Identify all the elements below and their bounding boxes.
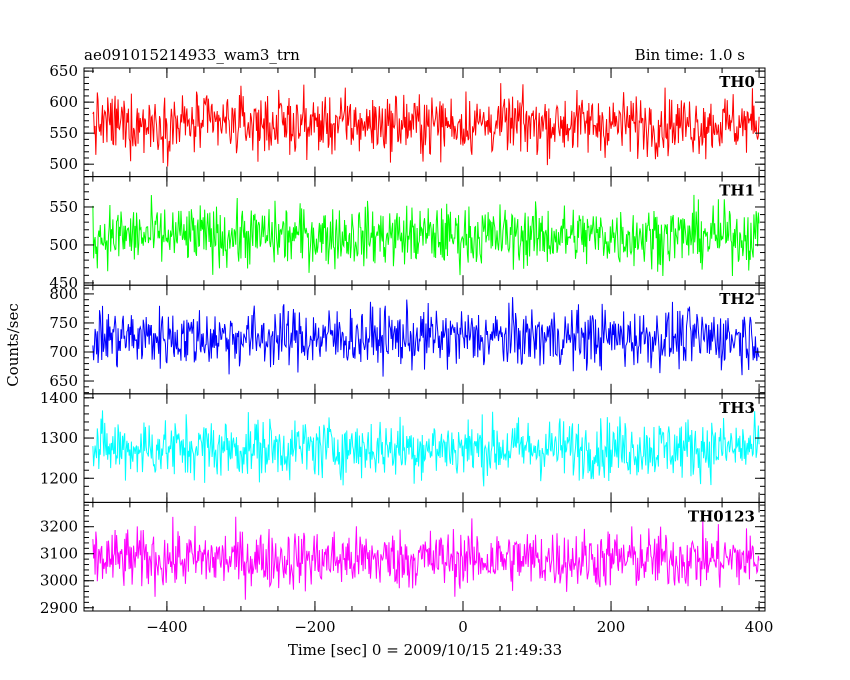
y-tick-label-th0123: 3000 — [40, 572, 78, 590]
series-line-th3 — [92, 410, 760, 487]
panel-label-th1: TH1 — [719, 182, 755, 200]
y-tick-label-th0123: 2900 — [40, 599, 78, 617]
panel-th2: 650 700 750 800 TH2 — [49, 284, 766, 395]
y-tick-label-th0123: 3100 — [40, 545, 78, 563]
x-tick-label: 400 — [745, 618, 774, 636]
panels-group: 500 550 600 650 TH0 450 500 550 TH1 650 700 750 800 T… — [40, 62, 774, 636]
y-axis-label: Counts/sec — [4, 303, 22, 387]
panel-th1: 450 500 550 TH1 — [49, 176, 766, 292]
panel-label-th0: TH0 — [719, 73, 755, 91]
y-tick-label-th2: 700 — [49, 343, 78, 361]
panel-label-th0123: TH0123 — [688, 507, 755, 525]
x-tick-label: −400 — [146, 618, 187, 636]
x-tick-label: 200 — [597, 618, 626, 636]
panel-label-th3: TH3 — [719, 399, 755, 417]
y-tick-label-th0: 650 — [49, 62, 78, 80]
panel-label-th2: TH2 — [719, 290, 755, 308]
y-tick-label-th2: 750 — [49, 314, 78, 332]
y-tick-label-th0: 500 — [49, 155, 78, 173]
y-tick-label-th3: 1200 — [40, 469, 78, 487]
series-line-th0123 — [92, 516, 760, 600]
panel-th3: 1200 1300 1400 TH3 — [40, 389, 766, 503]
series-line-th0 — [92, 83, 760, 167]
chart-title-left: ae091015214933_wam3_trn — [84, 46, 300, 64]
series-line-th2 — [92, 297, 760, 377]
y-tick-label-th1: 450 — [49, 274, 78, 292]
y-tick-label-th2: 650 — [49, 372, 78, 390]
chart-title-right: Bin time: 1.0 s — [635, 46, 745, 64]
panel-frame-th0123 — [83, 501, 766, 612]
x-tick-label: 0 — [458, 618, 468, 636]
y-tick-label-th1: 500 — [49, 236, 78, 254]
y-tick-label-th3: 1300 — [40, 429, 78, 447]
x-tick-label: −200 — [294, 618, 335, 636]
series-line-th1 — [92, 194, 760, 277]
y-tick-label-th0: 550 — [49, 124, 78, 142]
y-tick-label-th1: 550 — [49, 198, 78, 216]
x-axis-label: Time [sec] 0 = 2009/10/15 21:49:33 — [288, 641, 562, 659]
panel-th0: 500 550 600 650 TH0 — [49, 62, 766, 178]
y-tick-label-th3: 1400 — [40, 389, 78, 407]
y-tick-label-th2: 800 — [49, 285, 78, 303]
panel-th0123: 2900 3000 3100 3200 TH0123 — [40, 501, 766, 617]
y-tick-label-th0: 600 — [49, 93, 78, 111]
y-tick-label-th0123: 3200 — [40, 518, 78, 536]
